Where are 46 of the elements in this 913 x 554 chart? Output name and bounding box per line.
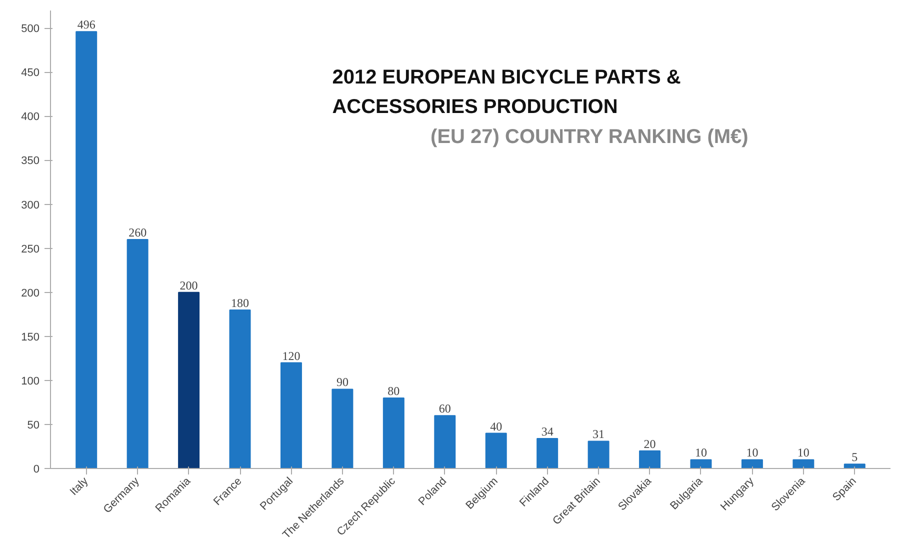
data-label: 10	[746, 446, 758, 460]
bar	[126, 239, 148, 468]
data-label: 496	[77, 18, 96, 32]
data-label: 80	[388, 384, 400, 398]
data-label: 40	[490, 419, 502, 434]
data-label: 31	[592, 427, 605, 442]
bar	[485, 432, 507, 468]
bar	[536, 438, 558, 468]
bar	[690, 459, 712, 468]
y-tick-label: 50	[27, 419, 40, 432]
data-label: 10	[797, 446, 810, 460]
data-label: 200	[180, 278, 198, 292]
text: 2012 EUROPEAN BICYCLE PARTS & ACCESSORIES PRODUCTION	[332, 66, 681, 118]
text: (EU 27) COUNTRY RANKING (M€)	[430, 126, 748, 148]
data-label: 20	[644, 436, 656, 451]
data-label: 34	[541, 424, 554, 439]
bar	[434, 415, 456, 468]
bar	[178, 292, 200, 468]
y-tick-label: 300	[21, 199, 40, 212]
data-label: 10	[694, 446, 707, 460]
bar	[639, 450, 661, 468]
bar	[382, 398, 404, 468]
y-tick-label: 150	[21, 331, 40, 344]
bar	[76, 31, 98, 468]
bar	[588, 440, 610, 468]
data-label: 60	[438, 402, 451, 416]
data-label: 120	[282, 348, 300, 363]
y-tick-label: 200	[21, 287, 40, 300]
bar	[280, 362, 302, 468]
y-tick-label: 0	[33, 464, 40, 476]
y-tick-label: 450	[21, 67, 40, 80]
y-tick-label: 500	[21, 23, 40, 36]
x-tick-label: Italy	[68, 474, 91, 498]
data-label: 5	[852, 450, 858, 464]
bar	[844, 464, 866, 468]
data-label: 180	[231, 296, 250, 310]
y-tick-label: 400	[21, 111, 40, 124]
data-label: 260	[128, 226, 147, 240]
bar	[332, 388, 354, 468]
y-tick-label: 250	[21, 243, 40, 256]
y-tick-label: 100	[21, 375, 40, 388]
y-tick-label: 350	[21, 155, 40, 168]
bar	[229, 309, 251, 468]
bar	[792, 459, 814, 468]
bar	[741, 459, 763, 468]
data-label: 90	[336, 375, 348, 390]
